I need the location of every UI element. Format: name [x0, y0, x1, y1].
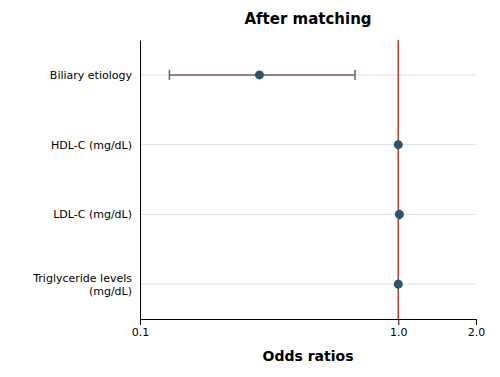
- ci-cap-high: [354, 70, 356, 80]
- point: [394, 140, 403, 149]
- x-tick: 1.0: [390, 319, 408, 339]
- y-tick: Biliary etiology: [50, 69, 140, 82]
- x-tick: 2.0: [468, 319, 486, 339]
- x-tick: 0.1: [132, 319, 150, 339]
- row: [169, 70, 355, 80]
- reference-line: [398, 40, 400, 319]
- x-tick-label: 0.1: [132, 326, 150, 339]
- y-tick-label: LDL-C (mg/dL): [53, 208, 132, 221]
- x-tick-mark: [476, 319, 477, 325]
- y-tick-label: Biliary etiology: [50, 69, 133, 82]
- title: After matching: [244, 10, 371, 28]
- grid-line: [140, 144, 476, 145]
- grid-line: [140, 214, 476, 215]
- x-axis: 0.1 1.0 2.0: [132, 319, 486, 339]
- y-tick-label-line: Triglyceride levels: [32, 272, 132, 285]
- y-axis-line: [140, 41, 141, 320]
- x-axis-title: Odds ratios: [263, 348, 354, 364]
- grid-line: [140, 284, 476, 285]
- y-tick-label-line: Biliary etiology: [50, 69, 133, 82]
- x-tick-mark: [398, 319, 399, 325]
- x-tick-mark: [140, 319, 141, 325]
- y-tick: HDL-C (mg/dL): [51, 139, 140, 152]
- y-tick-label-line: (mg/dL): [89, 285, 132, 298]
- row: [394, 140, 403, 150]
- x-tick-label: 1.0: [390, 326, 408, 339]
- y-tick-label: HDL-C (mg/dL): [51, 139, 132, 152]
- grid: [140, 75, 476, 284]
- x-axis-line: [141, 320, 477, 326]
- plot: 0.1 1.0 2.0 Triglyceride levels(mg/dL) LDL-C…: [32, 40, 485, 339]
- y-tick-label: Triglyceride levels(mg/dL): [32, 272, 132, 298]
- marks: [169, 40, 403, 319]
- ci-cap-low: [169, 70, 171, 80]
- point: [394, 280, 403, 289]
- point: [395, 210, 404, 219]
- x-tick-label: 2.0: [468, 326, 486, 339]
- y-axis: Triglyceride levels(mg/dL) LDL-C (mg/dL) H…: [32, 41, 140, 320]
- point: [255, 70, 264, 79]
- row: [394, 279, 403, 289]
- y-tick-label-line: LDL-C (mg/dL): [53, 208, 132, 221]
- row: [395, 209, 404, 219]
- chart: 0.1 1.0 2.0 Triglyceride levels(mg/dL) LDL-C…: [0, 0, 500, 377]
- grid-line: [140, 74, 476, 75]
- y-tick-label-line: HDL-C (mg/dL): [51, 139, 132, 152]
- y-tick: Triglyceride levels(mg/dL): [32, 272, 140, 298]
- y-tick: LDL-C (mg/dL): [53, 208, 140, 221]
